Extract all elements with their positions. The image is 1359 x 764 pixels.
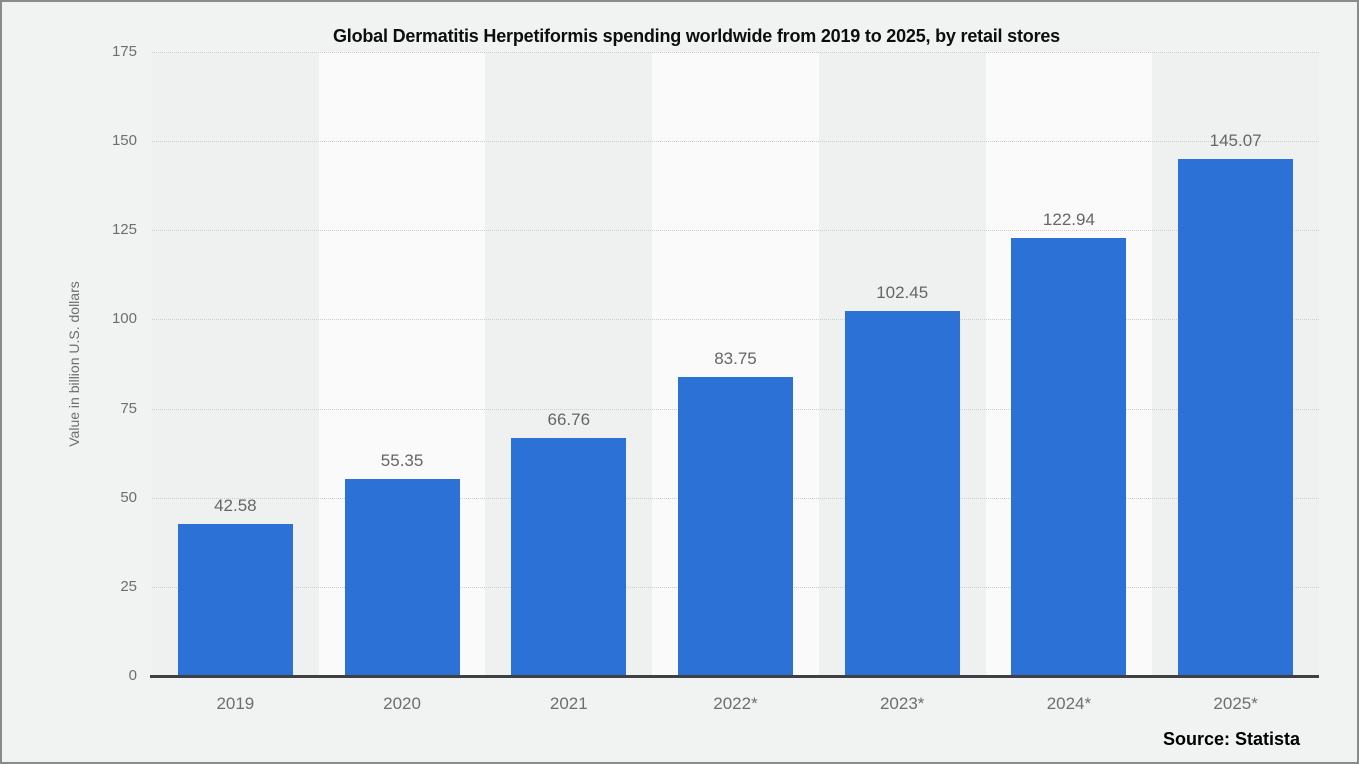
bar: [1011, 237, 1127, 676]
x-tick-label: 2022*: [713, 694, 758, 713]
x-tick-label: 2023*: [879, 694, 925, 713]
y-tick-label: 175: [111, 43, 137, 60]
x-tick-label: 2021: [549, 694, 588, 713]
y-gridline: [152, 141, 1319, 143]
bar: [678, 377, 793, 676]
y-tick-label: 75: [120, 399, 137, 417]
bar-value-label: 102.45: [876, 282, 929, 302]
x-axis-line: [150, 675, 1319, 678]
chart-title: Global Dermatitis Herpetiformis spending…: [332, 26, 1060, 46]
x-tick-label: 2019: [216, 694, 255, 713]
x-tick-label: 2024*: [1046, 694, 1092, 713]
bar-value-label: 55.35: [380, 450, 424, 470]
plot-area: 42.58 55.35 66.76 83.75 102.45 122.94 145.07: [152, 52, 1319, 676]
bar-value-label: 66.76: [547, 409, 591, 429]
bar-value-label: 122.94: [1042, 209, 1095, 229]
y-tick-label: 50: [120, 488, 137, 506]
y-tick-label: 25: [120, 577, 137, 595]
x-tick-label: 2020: [383, 694, 421, 713]
y-tick-label: 0: [128, 667, 137, 684]
x-tick-label: 2025*: [1213, 694, 1258, 713]
bar-value-label: 145.07: [1209, 130, 1262, 150]
bar: [1178, 158, 1294, 676]
bar: [511, 437, 627, 676]
y-tick-label: 150: [111, 132, 137, 150]
bar-value-label: 42.58: [214, 496, 257, 516]
y-gridline: [152, 230, 1319, 232]
bar: [344, 478, 460, 676]
y-tick-label: 100: [111, 310, 137, 328]
y-gridline: [152, 319, 1319, 321]
y-axis-title: Value in billion U.S. dollars: [66, 281, 82, 447]
y-tick-label: 125: [111, 221, 137, 239]
bar: [177, 524, 293, 676]
source-text: Source: Statista: [1162, 729, 1300, 749]
bar: [844, 310, 960, 676]
bar-value-label: 83.75: [714, 349, 757, 369]
y-gridline: [152, 52, 1319, 53]
